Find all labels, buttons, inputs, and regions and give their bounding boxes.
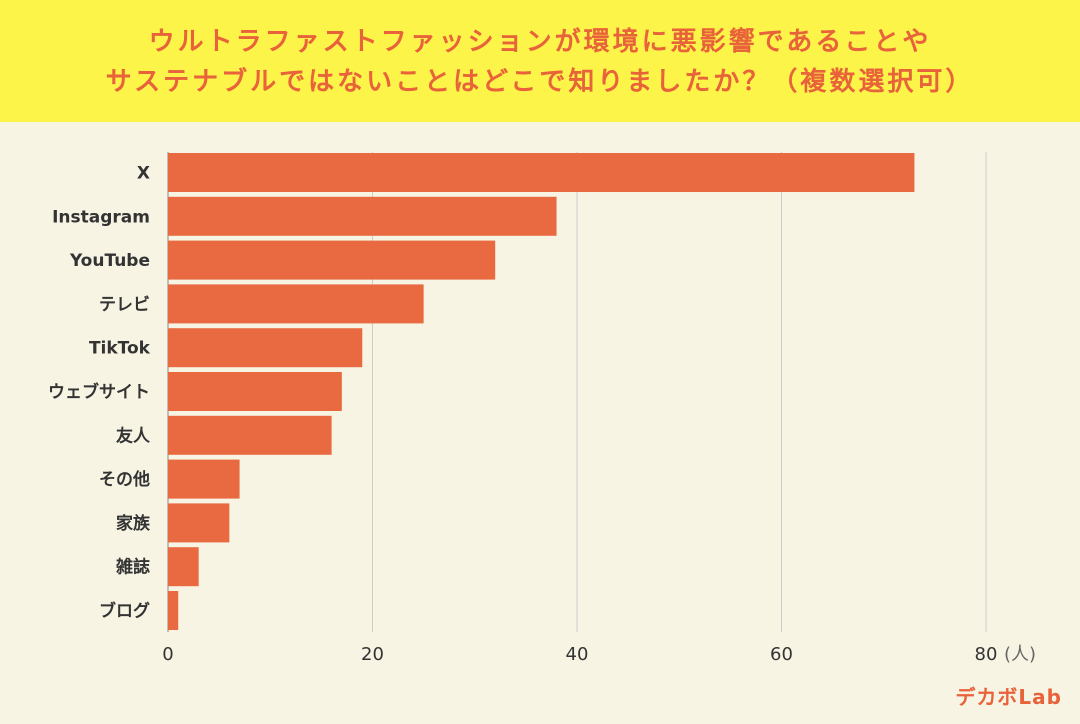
bar [168,196,557,236]
chart-area: X Instagram YouTube テレビ TikTok ウェブサイト友人その他家族雑… [0,122,1080,720]
brand-logo: デカボLab [955,685,1062,709]
category-label: TikTok [89,339,151,359]
bar [168,591,179,630]
category-label: テレビ [99,295,150,315]
category-label: 雑誌 [115,557,150,578]
x-tick-label: 80 [975,644,998,665]
bar [168,503,230,543]
category-label: 友人 [116,425,151,446]
category-label: 家族 [116,513,151,534]
category-label: その他 [99,469,150,490]
x-tick-label: 40 [566,644,589,665]
bar [168,240,496,280]
chart-title-line-2: サステナブルではないことはどこで知りましたか？（複数選択可） [105,67,975,97]
bar [168,328,363,368]
category-label: Instagram [52,207,150,227]
title-banner: ウルトラファストファッションが環境に悪影響であることや サステナブルではないこと… [0,0,1080,122]
bar-chart: X Instagram YouTube テレビ TikTok ウェブサイト友人その他家族雑… [48,152,1036,665]
bar [168,372,342,411]
unit-label: (人) [1004,644,1036,665]
bar [168,459,240,499]
category-label: ブログ [99,601,150,622]
category-label: X [137,164,150,184]
bar [168,284,424,324]
x-tick-label: 20 [361,644,384,665]
x-tick-label: 60 [770,644,793,665]
category-label: YouTube [69,251,150,271]
bar [168,547,199,587]
bar [168,153,915,192]
chart-title-line-1: ウルトラファストファッションが環境に悪影響であることや [148,27,932,57]
bar [168,415,332,455]
x-tick-label: 0 [162,644,173,665]
category-label: ウェブサイト [48,382,150,403]
